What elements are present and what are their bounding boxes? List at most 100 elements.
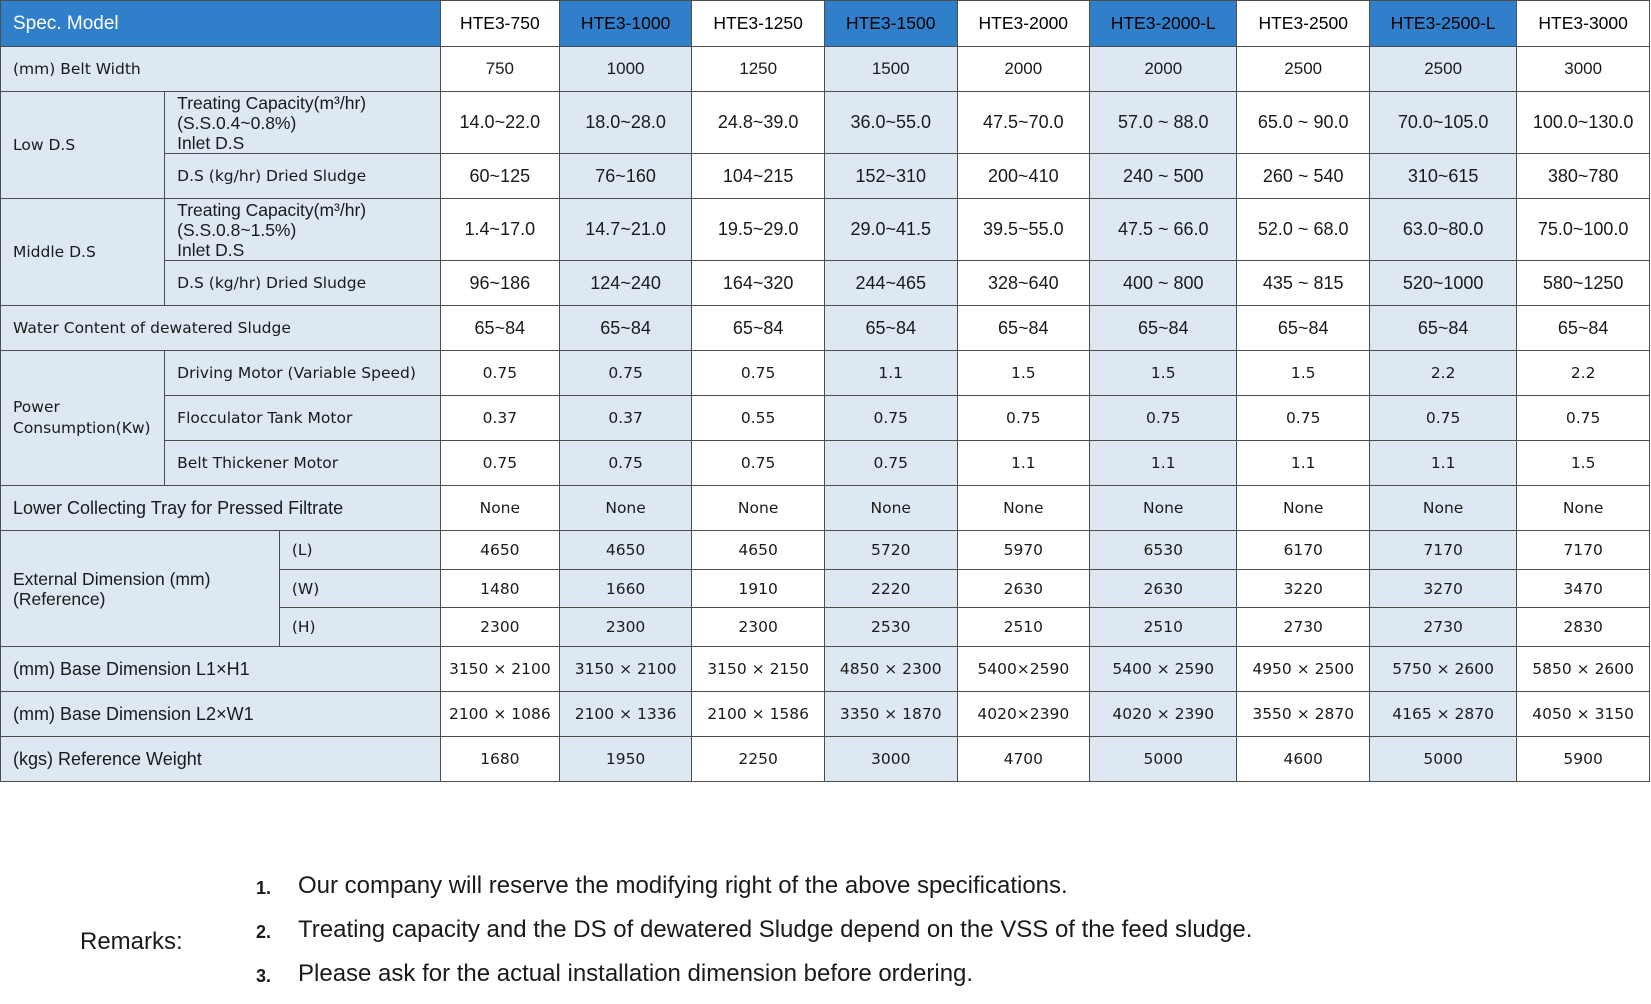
table-cell: 65~84 bbox=[1236, 305, 1370, 351]
external-h-row: (H) 2300 2300 2300 2530 2510 2510 2730 2… bbox=[1, 607, 1650, 647]
table-cell: 65~84 bbox=[956, 305, 1091, 351]
remark-number: 2. bbox=[256, 922, 272, 942]
treating-capacity-text: Treating Capacity(m³/hr) bbox=[177, 199, 367, 220]
remark-number: 3. bbox=[256, 966, 272, 986]
table-cell: 1.5 bbox=[1089, 350, 1238, 396]
table-cell: 0.75 bbox=[823, 395, 958, 441]
table-cell: 152~310 bbox=[823, 153, 958, 199]
table-cell: None bbox=[439, 485, 560, 531]
table-cell: 750 bbox=[439, 46, 560, 92]
remark-text: Treating capacity and the DS of dewatere… bbox=[298, 916, 1253, 943]
table-cell: 2630 bbox=[1089, 569, 1238, 608]
table-cell: 1.5 bbox=[1516, 440, 1650, 486]
belt-width-row: (mm) Belt Width 750 1000 1250 1500 2000 … bbox=[0, 46, 1650, 92]
table-cell: 2630 bbox=[956, 569, 1091, 608]
table-cell: 2250 bbox=[691, 736, 825, 782]
base-dimension-l1h1-label: (mm) Base Dimension L1×H1 bbox=[0, 646, 441, 692]
table-cell: 0.75 bbox=[691, 440, 825, 486]
table-cell: 4050 × 3150 bbox=[1516, 691, 1650, 737]
table-cell: 75.0~100.0 bbox=[1516, 198, 1650, 261]
table-cell: 5400×2590 bbox=[956, 646, 1091, 692]
table-cell: 65~84 bbox=[558, 305, 693, 351]
low-ds-treating-label: Treating Capacity(m³/hr) (S.S.0.4~0.8%) … bbox=[164, 91, 441, 154]
table-cell: 5900 bbox=[1516, 736, 1650, 782]
table-cell: 2100 × 1086 bbox=[439, 691, 560, 737]
table-cell: 0.75 bbox=[439, 440, 560, 486]
table-cell: 4650 bbox=[439, 530, 560, 570]
flocculator-motor-label: Flocculator Tank Motor bbox=[164, 395, 441, 441]
power-flocculator-row: Flocculator Tank Motor 0.37 0.37 0.55 0.… bbox=[1, 395, 1650, 441]
table-cell: 57.0 ~ 88.0 bbox=[1089, 91, 1238, 154]
collecting-tray-label: Lower Collecting Tray for Pressed Filtra… bbox=[0, 485, 441, 531]
external-w-label: (W) bbox=[278, 569, 441, 608]
table-cell: 260 ~ 540 bbox=[1236, 153, 1370, 199]
model-header: HTE3-1500 bbox=[823, 0, 958, 47]
table-cell: None bbox=[691, 485, 825, 531]
table-cell: 0.75 bbox=[1236, 395, 1370, 441]
remark-item: 3. Please ask for the actual installation… bbox=[256, 960, 1252, 1004]
power-thickener-row: Belt Thickener Motor 0.75 0.75 0.75 0.75… bbox=[1, 440, 1650, 486]
power-driving-row: Power Consumption(Kw) Driving Motor (Var… bbox=[0, 350, 1650, 486]
table-cell: None bbox=[558, 485, 693, 531]
remarks-label: Remarks: bbox=[80, 928, 183, 955]
belt-width-label: (mm) Belt Width bbox=[0, 46, 441, 92]
table-cell: 65~84 bbox=[823, 305, 958, 351]
table-cell: 1000 bbox=[558, 46, 693, 92]
middle-ds-treating-label: Treating Capacity(m³/hr) (S.S.0.8~1.5%) … bbox=[164, 198, 441, 261]
water-content-row: Water Content of dewatered Sludge 65~84 … bbox=[0, 305, 1650, 351]
base1-row: (mm) Base Dimension L1×H1 3150 × 2100 31… bbox=[0, 646, 1650, 692]
table-cell: 1910 bbox=[691, 569, 825, 608]
header-row: Spec. Model HTE3-750 HTE3-1000 HTE3-1250… bbox=[0, 0, 1650, 47]
table-cell: 3150 × 2150 bbox=[691, 646, 825, 692]
base-dimension-l2w1-label: (mm) Base Dimension L2×W1 bbox=[0, 691, 441, 737]
table-cell: 2530 bbox=[823, 607, 958, 647]
table-cell: 380~780 bbox=[1516, 153, 1650, 199]
table-cell: 2000 bbox=[1089, 46, 1238, 92]
table-cell: 3350 × 1870 bbox=[823, 691, 958, 737]
table-cell: 65~84 bbox=[1516, 305, 1650, 351]
table-cell: 4600 bbox=[1236, 736, 1370, 782]
remark-text: Our company will reserve the modifying r… bbox=[298, 872, 1068, 899]
table-cell: 2730 bbox=[1368, 607, 1518, 647]
table-cell: 52.0 ~ 68.0 bbox=[1236, 198, 1370, 261]
model-header: HTE3-2000 bbox=[956, 0, 1091, 47]
table-cell: 47.5 ~ 66.0 bbox=[1089, 198, 1238, 261]
table-cell: 7170 bbox=[1516, 530, 1650, 570]
table-cell: 3270 bbox=[1368, 569, 1518, 608]
low-ds-dried-label: D.S (kg/hr) Dried Sludge bbox=[164, 153, 441, 199]
table-cell: 19.5~29.0 bbox=[691, 198, 825, 261]
table-cell: 520~1000 bbox=[1368, 260, 1518, 306]
table-cell: 65.0 ~ 90.0 bbox=[1236, 91, 1370, 154]
table-cell: 1.4~17.0 bbox=[439, 198, 560, 261]
low-ds-dried-row: D.S (kg/hr) Dried Sludge 60~125 76~160 1… bbox=[1, 153, 1650, 199]
table-cell: 1950 bbox=[558, 736, 693, 782]
table-cell: None bbox=[1089, 485, 1238, 531]
ss-range-text: (S.S.0.4~0.8%) bbox=[177, 112, 297, 133]
table-cell: 4020×2390 bbox=[956, 691, 1091, 737]
middle-ds-dried-label: D.S (kg/hr) Dried Sludge bbox=[164, 260, 441, 306]
table-cell: 76~160 bbox=[558, 153, 693, 199]
weight-row: (kgs) Reference Weight 1680 1950 2250 30… bbox=[0, 736, 1650, 782]
table-cell: 70.0~105.0 bbox=[1368, 91, 1518, 154]
table-cell: 4700 bbox=[956, 736, 1091, 782]
table-cell: 1.1 bbox=[956, 440, 1091, 486]
table-cell: 4020 × 2390 bbox=[1089, 691, 1238, 737]
table-cell: 0.75 bbox=[1089, 395, 1238, 441]
table-cell: 244~465 bbox=[823, 260, 958, 306]
table-cell: 5970 bbox=[956, 530, 1091, 570]
table-cell: 14.7~21.0 bbox=[558, 198, 693, 261]
table-cell: 2500 bbox=[1368, 46, 1518, 92]
table-cell: 6170 bbox=[1236, 530, 1370, 570]
table-cell: 580~1250 bbox=[1516, 260, 1650, 306]
table-cell: 5400 × 2590 bbox=[1089, 646, 1238, 692]
table-cell: None bbox=[956, 485, 1091, 531]
table-cell: 200~410 bbox=[956, 153, 1091, 199]
table-cell: 3150 × 2100 bbox=[558, 646, 693, 692]
table-cell: 0.75 bbox=[439, 350, 560, 396]
table-cell: None bbox=[823, 485, 958, 531]
driving-motor-label: Driving Motor (Variable Speed) bbox=[164, 350, 441, 396]
model-header: HTE3-2500 bbox=[1236, 0, 1370, 47]
table-cell: 0.55 bbox=[691, 395, 825, 441]
table-cell: 124~240 bbox=[558, 260, 693, 306]
table-cell: 0.75 bbox=[1368, 395, 1518, 441]
